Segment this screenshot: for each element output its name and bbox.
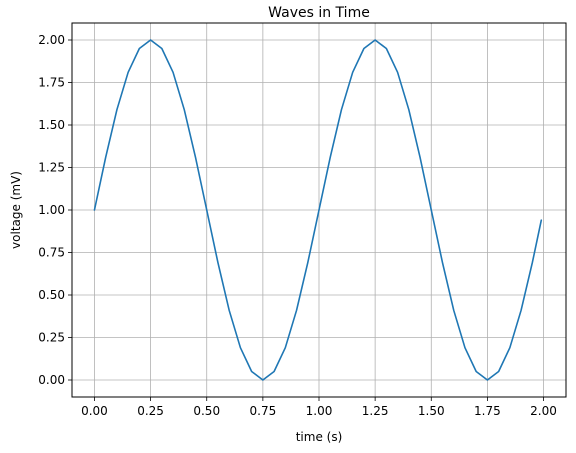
x-axis-title: time (s)	[296, 430, 343, 444]
x-tick-label: 0.50	[193, 404, 220, 418]
series-line-0	[93, 39, 543, 381]
x-tick-label: 0.75	[250, 404, 277, 418]
y-tick-label: 0.25	[38, 331, 65, 345]
y-tick-label: 0.00	[38, 373, 65, 387]
y-tick-label: 2.00	[38, 33, 65, 47]
x-tick-label: 1.25	[362, 404, 389, 418]
x-tick-label: 1.75	[474, 404, 501, 418]
y-tick-label: 0.75	[38, 246, 65, 260]
series-layer	[93, 39, 543, 381]
x-tick-label: 1.50	[418, 404, 445, 418]
y-tick-label: 1.50	[38, 118, 65, 132]
x-axis: 0.00 0.25 0.50 0.75 1.00 1.25 1.50 1.75 2.00	[81, 397, 557, 418]
x-tick-label: 2.00	[530, 404, 557, 418]
x-tick-label: 0.25	[137, 404, 164, 418]
y-axis: 0.00 0.25 0.50 0.75 1.00 1.25 1.50 1.75 2.00	[38, 33, 72, 387]
y-tick-label: 1.25	[38, 161, 65, 175]
x-tick-label: 0.00	[81, 404, 108, 418]
x-tick-label: 1.00	[306, 404, 333, 418]
y-tick-label: 1.75	[38, 76, 65, 90]
y-axis-title: voltage (mV)	[9, 171, 23, 249]
y-tick-label: 1.00	[38, 203, 65, 217]
y-tick-label: 0.50	[38, 288, 65, 302]
chart-title: Waves in Time	[268, 5, 370, 21]
